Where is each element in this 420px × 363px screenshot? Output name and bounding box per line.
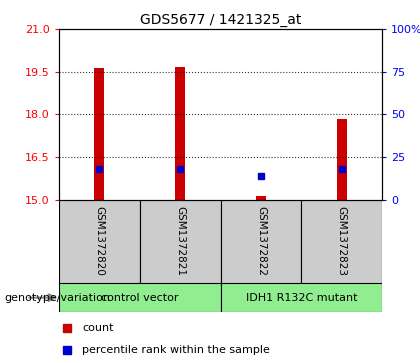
Bar [175,67,185,200]
Text: GSM1372822: GSM1372822 [256,207,266,276]
Text: count: count [82,323,113,333]
Bar [256,196,266,200]
Text: genotype/variation: genotype/variation [4,293,110,303]
Text: control vector: control vector [101,293,178,303]
Bar [336,119,347,200]
Title: GDS5677 / 1421325_at: GDS5677 / 1421325_at [140,13,301,26]
Bar [94,68,105,200]
Bar [302,200,382,283]
Text: GSM1372823: GSM1372823 [337,207,347,276]
Text: percentile rank within the sample: percentile rank within the sample [82,345,270,355]
Bar [220,283,382,312]
Bar [59,200,139,283]
Text: IDH1 R132C mutant: IDH1 R132C mutant [246,293,357,303]
Bar [220,200,302,283]
Text: GSM1372820: GSM1372820 [94,207,104,276]
Bar [139,200,220,283]
Bar [59,283,221,312]
Text: GSM1372821: GSM1372821 [175,207,185,276]
